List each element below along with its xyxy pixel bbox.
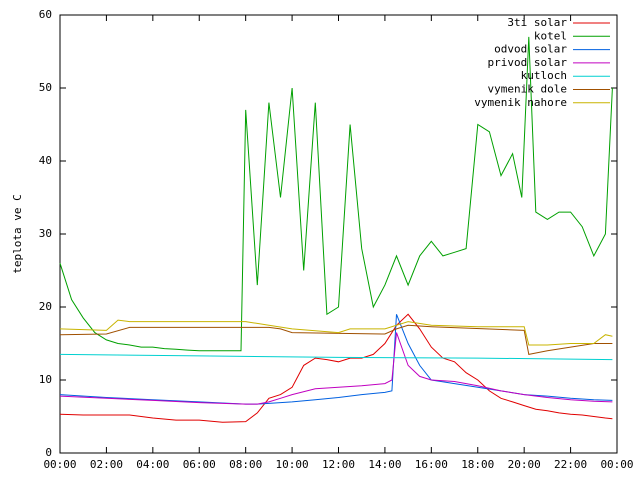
- x-tick-label: 06:00: [183, 458, 216, 471]
- series-line: [59, 332, 613, 405]
- x-tick-label: 04:00: [136, 458, 169, 471]
- x-tick-label: 22:00: [554, 458, 587, 471]
- x-tick-label: 08:00: [229, 458, 262, 471]
- y-tick-label: 0: [45, 446, 52, 459]
- x-tick-label: 12:00: [322, 458, 355, 471]
- x-tick-label: 02:00: [90, 458, 123, 471]
- y-tick-label: 30: [39, 227, 52, 240]
- y-tick-label: 20: [39, 300, 52, 313]
- x-tick-label: 14:00: [368, 458, 401, 471]
- series-line: [59, 324, 613, 355]
- x-tick-label: 10:00: [276, 458, 309, 471]
- y-axis-label: teplota ve C: [11, 194, 24, 273]
- x-tick-label: 16:00: [415, 458, 448, 471]
- x-tick-label: 00:00: [600, 458, 633, 471]
- x-tick-label: 00:00: [43, 458, 76, 471]
- y-tick-label: 10: [39, 373, 52, 386]
- y-tick-label: 60: [39, 8, 52, 21]
- series-line: [59, 36, 613, 352]
- x-tick-label: 18:00: [461, 458, 494, 471]
- legend-label: kotel: [534, 29, 567, 42]
- legend-label: odvod solar: [494, 43, 567, 56]
- y-tick-label: 50: [39, 81, 52, 94]
- series-line: [59, 353, 613, 361]
- legend-label: vymenik nahore: [474, 96, 567, 109]
- y-tick-label: 40: [39, 154, 52, 167]
- series-line: [59, 313, 613, 423]
- legend-label: 3ti solar: [507, 16, 567, 29]
- legend-label: privod solar: [488, 56, 568, 69]
- legend-label: kutloch: [521, 69, 567, 82]
- legend-label: vymenik dole: [488, 83, 567, 96]
- series-line: [59, 319, 613, 346]
- x-tick-label: 20:00: [508, 458, 541, 471]
